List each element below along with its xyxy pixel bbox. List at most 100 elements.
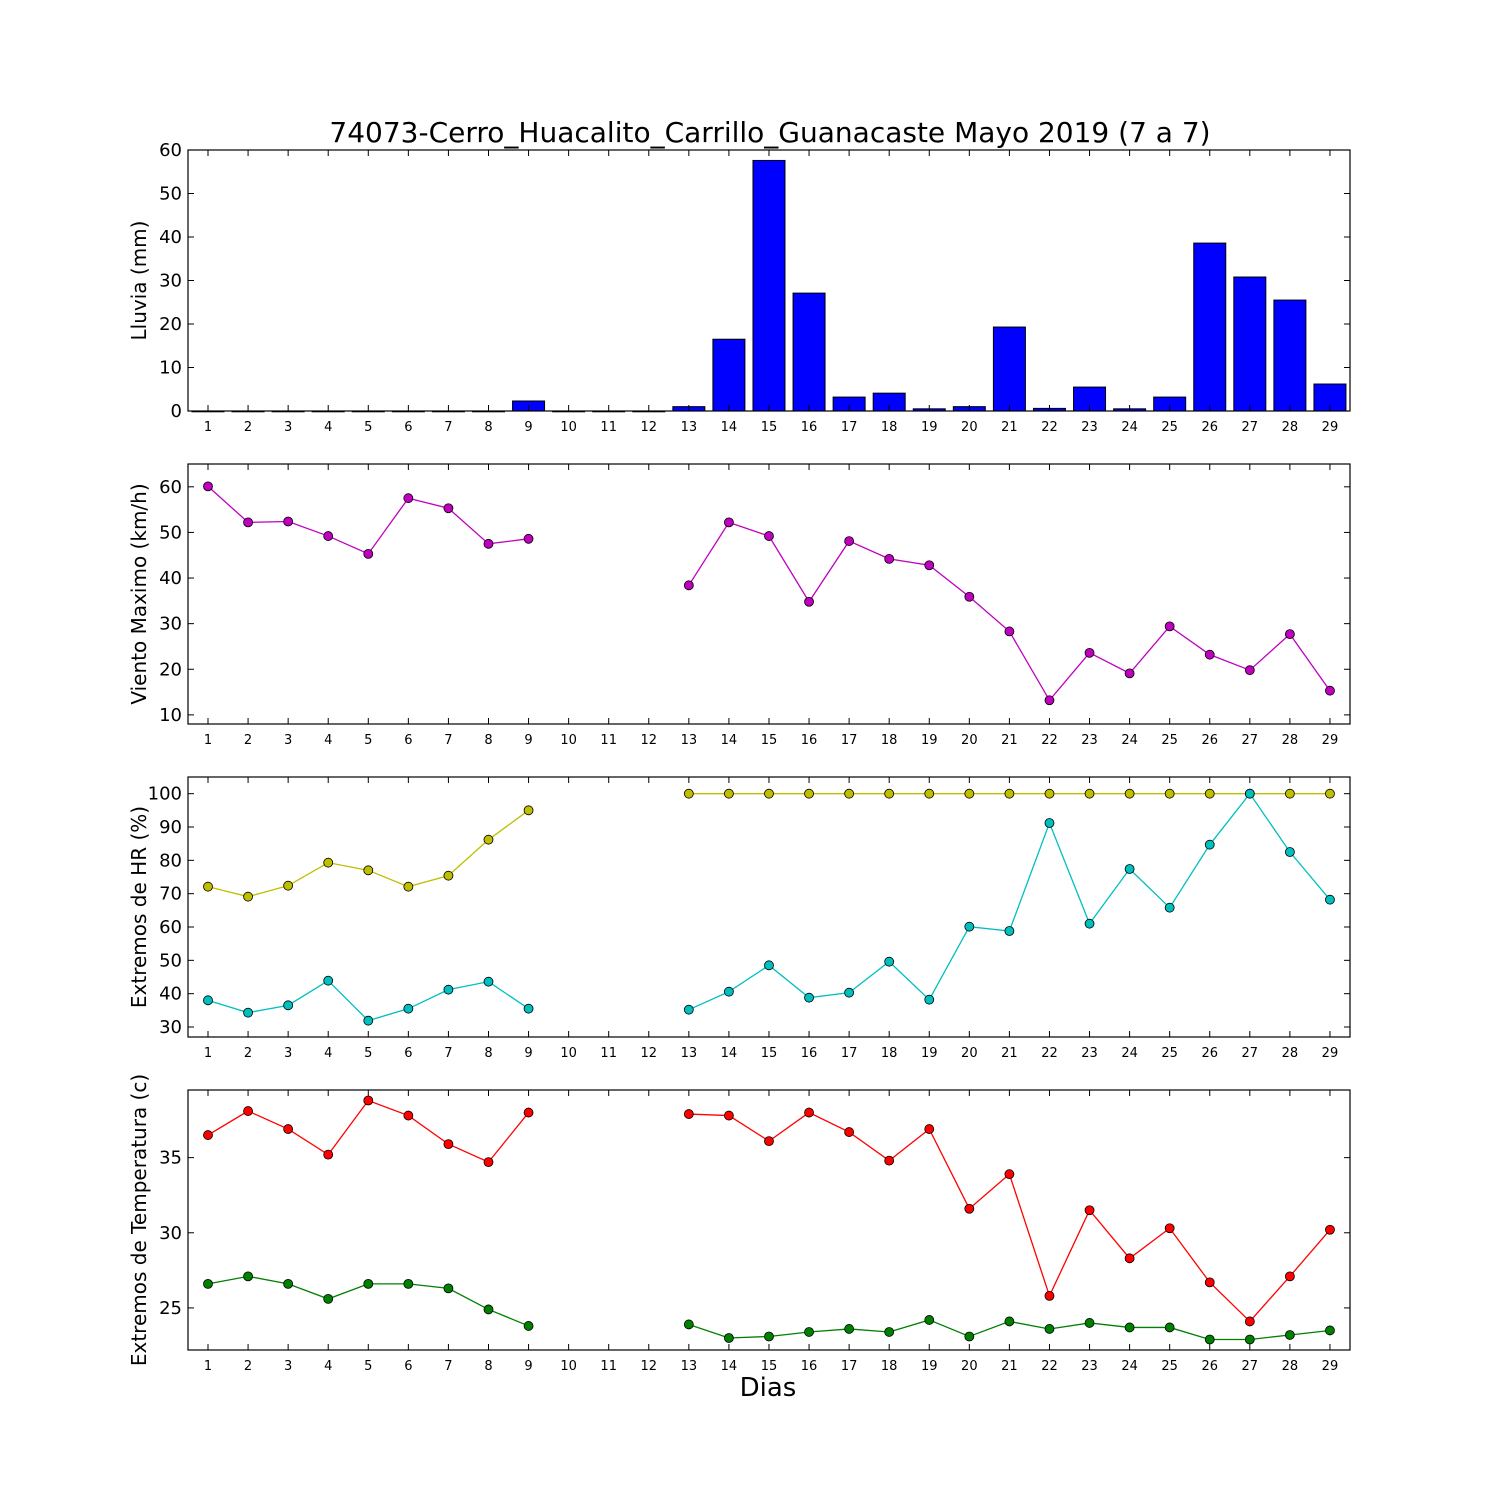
x-tick-label: 24	[1121, 1046, 1138, 1061]
series-1-point-day-8	[483, 1157, 494, 1168]
series-1-point-day-9	[523, 805, 534, 816]
x-tick-label: 7	[444, 1359, 452, 1374]
x-tick-label: 5	[364, 420, 372, 435]
y-tick-label: 50	[159, 950, 182, 971]
series-2-point-day-22	[1044, 1324, 1055, 1334]
x-tick-label: 25	[1161, 1359, 1178, 1374]
series-2-point-day-2	[243, 1007, 253, 1018]
x-tick-label: 15	[761, 1046, 778, 1061]
series-1-point-day-7	[443, 503, 454, 514]
series-1-point-day-26	[1204, 788, 1215, 799]
series-1-point-day-16	[804, 1107, 814, 1118]
series-2-point-day-6	[403, 1003, 414, 1014]
series-2-point-day-15	[764, 960, 774, 971]
x-tick-label: 12	[640, 1359, 657, 1374]
series-2-point-day-29	[1325, 894, 1335, 905]
x-tick-label: 29	[1322, 1359, 1339, 1374]
x-tick-label: 22	[1041, 1359, 1058, 1374]
y-tick-label: 25	[159, 1298, 182, 1319]
series-2-point-day-1	[203, 995, 213, 1006]
series-1-point-day-13	[683, 580, 694, 591]
series-1-point-day-20	[964, 788, 975, 799]
x-tick-label: 4	[324, 733, 332, 748]
x-tick-label: 6	[404, 1046, 412, 1061]
series-2-point-day-15	[764, 1331, 774, 1342]
x-tick-label: 28	[1282, 733, 1299, 748]
x-tick-label: 14	[721, 733, 738, 748]
x-tick-label: 13	[681, 420, 698, 435]
y-tick-label: 60	[159, 140, 182, 161]
x-tick-label: 9	[524, 1359, 532, 1374]
x-tick-label: 7	[444, 420, 452, 435]
x-tick-label: 23	[1081, 1046, 1098, 1061]
series-2-point-day-9	[523, 1321, 534, 1331]
series-2-point-day-18	[884, 1327, 895, 1337]
series-1-point-day-19	[924, 560, 935, 571]
series-2-point-day-21	[1004, 1316, 1015, 1327]
series-1-point-day-3	[283, 880, 294, 891]
y-tick-label: 35	[159, 1148, 182, 1169]
series-1-point-day-24	[1124, 1253, 1135, 1264]
x-tick-label: 8	[484, 1046, 492, 1061]
y-tick-label: 90	[159, 817, 182, 838]
x-tick-label: 17	[841, 420, 858, 435]
y-tick-label: 30	[159, 614, 182, 635]
series-1-point-day-3	[283, 1124, 294, 1134]
series-1-point-day-25	[1164, 788, 1175, 799]
plot-frame	[187, 776, 1351, 1038]
series-2-point-day-5	[363, 1278, 374, 1289]
series-2-point-day-26	[1204, 1334, 1215, 1345]
series-1-point-day-29	[1325, 685, 1335, 696]
series-2-point-day-8	[483, 976, 494, 987]
series-2-point-day-4	[323, 975, 334, 986]
x-tick-label: 10	[560, 420, 577, 435]
x-tick-label: 3	[284, 733, 292, 748]
x-tick-label: 11	[600, 1359, 617, 1374]
series-1-point-day-5	[363, 1095, 374, 1106]
x-tick-label: 4	[324, 1046, 332, 1061]
series-1-point-day-14	[724, 1110, 734, 1121]
x-tick-label: 23	[1081, 420, 1098, 435]
y-tick-label: 30	[159, 1223, 182, 1244]
x-tick-label: 12	[640, 420, 657, 435]
series-2-point-day-17	[844, 987, 855, 998]
series-2-point-day-22	[1044, 818, 1055, 828]
series-2-point-day-21	[1004, 926, 1015, 936]
x-tick-label: 15	[761, 733, 778, 748]
series-2-point-day-25	[1164, 902, 1175, 913]
x-tick-label: 8	[484, 420, 492, 435]
x-tick-label: 18	[881, 1046, 898, 1061]
x-tick-label: 4	[324, 1359, 332, 1374]
series-2-line	[688, 792, 1331, 1011]
series-1-point-day-27	[1244, 1316, 1255, 1327]
series-1-point-day-22	[1044, 695, 1055, 706]
series-2-point-day-9	[523, 1003, 534, 1014]
x-tick-label: 8	[484, 1359, 492, 1374]
series-1-point-day-6	[403, 1110, 414, 1121]
x-tick-label: 3	[284, 1046, 292, 1061]
series-2-point-day-14	[724, 986, 734, 997]
series-2-point-day-20	[964, 1331, 975, 1342]
series-1-point-day-2	[243, 517, 253, 528]
x-tick-label: 1	[204, 733, 212, 748]
chart-title: 74073-Cerro_Huacalito_Carrillo_Guanacast…	[329, 116, 1210, 149]
x-tick-label: 13	[681, 733, 698, 748]
x-tick-label: 21	[1001, 1046, 1018, 1061]
x-tick-label: 1	[204, 420, 212, 435]
y-tick-label: 80	[159, 850, 182, 871]
series-1-point-day-5	[363, 548, 374, 559]
x-tick-label: 26	[1201, 1046, 1218, 1061]
series-2-point-day-26	[1204, 839, 1215, 850]
y-tick-label: 10	[159, 705, 182, 726]
series-1-line	[688, 521, 1331, 702]
series-1-point-day-23	[1084, 788, 1095, 799]
series-1-point-day-25	[1164, 1223, 1175, 1234]
x-tick-label: 27	[1242, 1046, 1259, 1061]
series-2-point-day-8	[483, 1304, 494, 1315]
series-2-point-day-24	[1124, 1322, 1135, 1333]
bar-day-16	[792, 292, 826, 412]
series-2-point-day-19	[924, 1315, 935, 1325]
series-2-point-day-14	[724, 1333, 734, 1343]
x-tick-label: 18	[881, 420, 898, 435]
